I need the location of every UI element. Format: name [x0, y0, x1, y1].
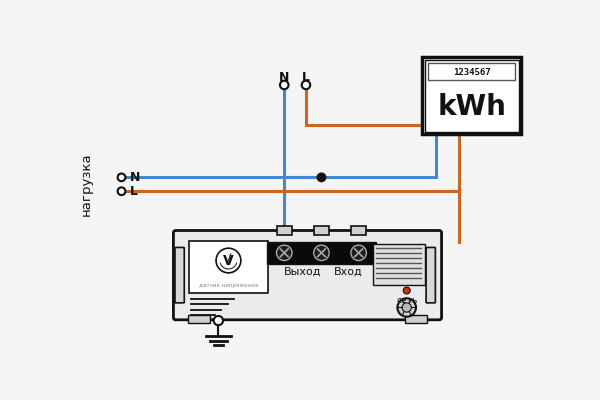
FancyBboxPatch shape	[173, 230, 442, 320]
Text: kWh: kWh	[437, 93, 506, 121]
FancyBboxPatch shape	[373, 244, 425, 285]
FancyBboxPatch shape	[188, 315, 210, 323]
Text: N: N	[130, 171, 140, 184]
FancyBboxPatch shape	[189, 241, 268, 293]
Circle shape	[402, 303, 412, 312]
FancyBboxPatch shape	[426, 248, 436, 303]
Circle shape	[118, 174, 125, 181]
Circle shape	[214, 316, 223, 325]
Circle shape	[280, 81, 289, 89]
Text: сеть: сеть	[396, 296, 418, 305]
Text: 1234567: 1234567	[453, 68, 491, 77]
Circle shape	[317, 173, 326, 182]
Circle shape	[397, 298, 416, 317]
FancyBboxPatch shape	[277, 226, 292, 235]
Circle shape	[314, 245, 329, 260]
Circle shape	[302, 81, 310, 89]
FancyBboxPatch shape	[267, 242, 376, 264]
Text: V: V	[223, 254, 234, 268]
FancyBboxPatch shape	[175, 248, 184, 303]
Circle shape	[277, 245, 292, 260]
Text: L: L	[302, 71, 310, 84]
Circle shape	[403, 287, 410, 294]
Text: датчик напряжения: датчик напряжения	[199, 283, 258, 288]
Circle shape	[351, 245, 367, 260]
FancyBboxPatch shape	[428, 63, 515, 80]
Text: нагрузка: нагрузка	[79, 152, 92, 216]
FancyBboxPatch shape	[425, 60, 519, 132]
Text: Выход: Выход	[284, 267, 322, 277]
FancyBboxPatch shape	[405, 315, 427, 323]
FancyBboxPatch shape	[314, 226, 329, 235]
FancyBboxPatch shape	[422, 57, 521, 134]
Circle shape	[216, 248, 241, 273]
Text: N: N	[279, 71, 289, 84]
FancyBboxPatch shape	[351, 226, 367, 235]
Text: L: L	[130, 185, 138, 198]
Circle shape	[118, 187, 125, 195]
Text: Вход: Вход	[334, 267, 363, 277]
